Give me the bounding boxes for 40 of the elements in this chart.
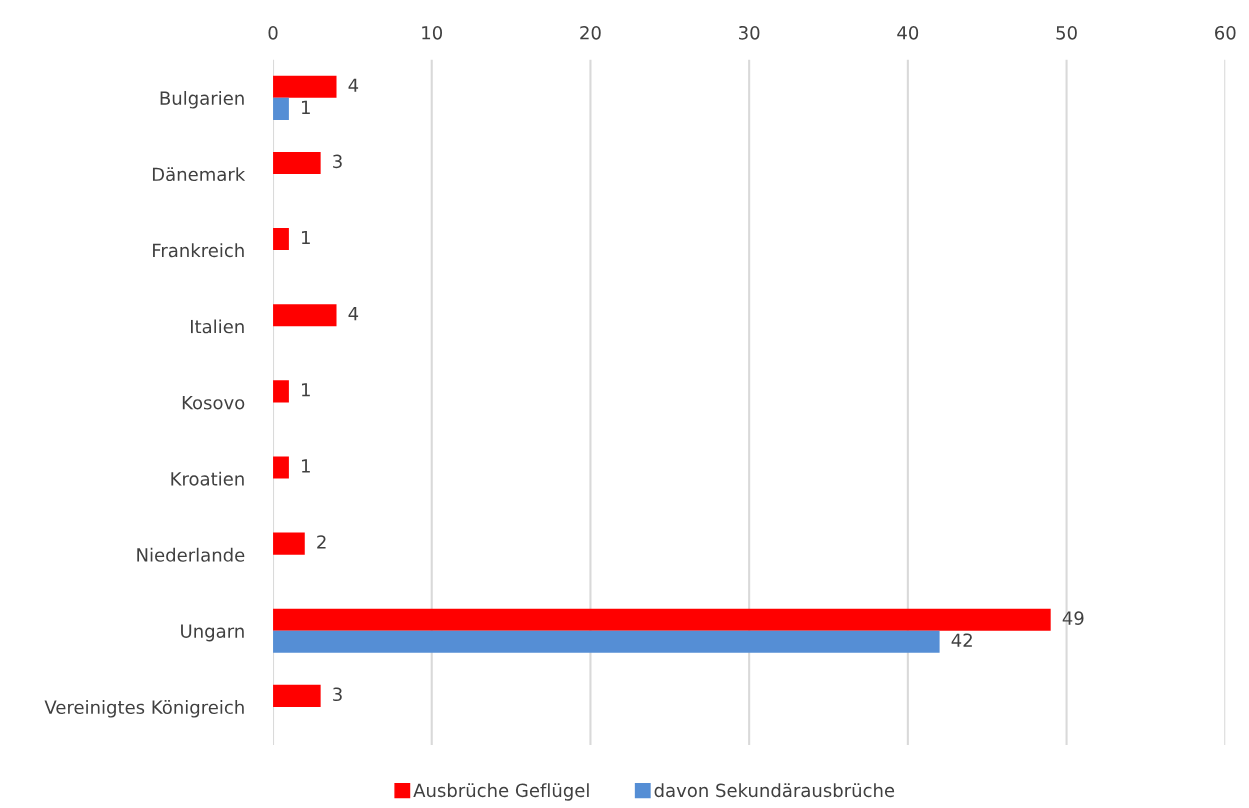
data-label: 4 — [348, 307, 359, 321]
bar — [273, 532, 305, 555]
x-tick-label: 30 — [739, 25, 760, 40]
bar — [273, 608, 1051, 631]
data-label: 1 — [302, 100, 310, 114]
bar — [273, 97, 289, 120]
x-tick-label: 20 — [580, 25, 601, 40]
data-label: 49 — [1062, 611, 1084, 625]
legend-label: davon Sekundärausbrüche — [654, 783, 895, 798]
y-tick-label: Bulgarien — [160, 91, 244, 109]
y-tick-label: Dänemark — [152, 167, 246, 182]
bar — [273, 228, 289, 251]
x-tick-label: 0 — [268, 25, 278, 40]
y-tick-label: Kroatien — [171, 471, 244, 486]
data-label: 3 — [333, 154, 342, 169]
y-tick-label: Niederlande — [137, 547, 245, 562]
y-tick-label: Ungarn — [181, 624, 244, 642]
data-label: 1 — [302, 459, 310, 473]
bar — [273, 630, 940, 653]
y-tick-label: Vereinigtes Königreich — [44, 700, 244, 718]
x-tick-label: 10 — [422, 25, 443, 40]
bar — [273, 304, 337, 327]
data-label: 1 — [302, 230, 310, 245]
bar — [273, 456, 289, 479]
data-label: 2 — [317, 535, 326, 549]
bar — [273, 151, 321, 174]
x-tick-label: 60 — [1215, 25, 1236, 40]
y-tick-label: Italien — [190, 319, 244, 334]
data-label: 1 — [302, 383, 310, 397]
bar — [273, 75, 337, 98]
data-label: 42 — [951, 633, 972, 647]
x-tick-label: 50 — [1056, 25, 1077, 40]
bar — [273, 684, 321, 707]
data-label: 3 — [333, 687, 342, 702]
legend-label: Ausbrüche Geflügel — [413, 783, 589, 801]
y-tick-label: Frankreich — [153, 243, 244, 258]
data-label: 4 — [348, 78, 359, 92]
bar — [273, 380, 289, 403]
x-tick-label: 40 — [897, 25, 919, 40]
y-tick-label: Kosovo — [182, 396, 245, 410]
